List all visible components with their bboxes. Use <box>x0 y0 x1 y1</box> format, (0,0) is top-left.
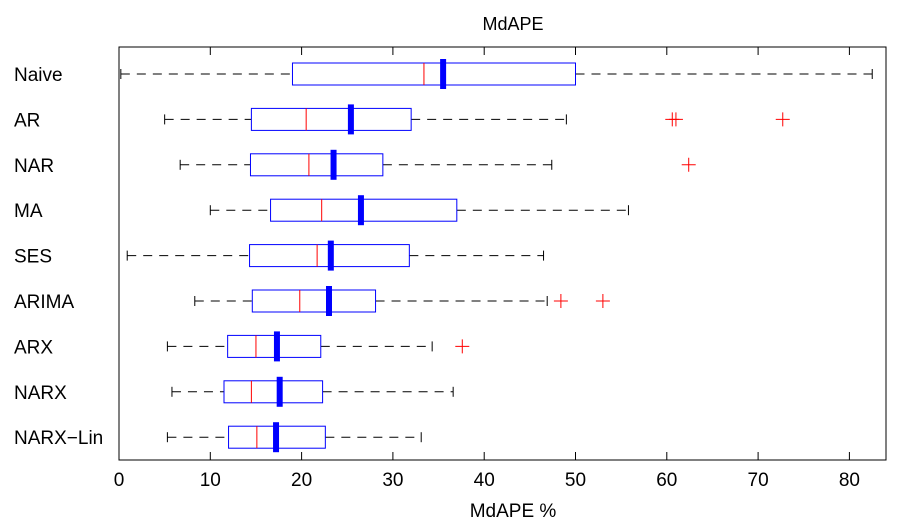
x-axis-label: MdAPE % <box>470 501 557 522</box>
category-label: Naive <box>14 65 63 86</box>
box-row <box>210 195 628 225</box>
iqr-box <box>252 290 375 312</box>
iqr-box <box>251 108 411 130</box>
outlier-point <box>669 112 683 126</box>
y-axis: Naive AR NAR MA SES ARIMA ARX NARX NARX−Lin <box>14 65 103 449</box>
box-row <box>165 104 790 134</box>
x-tick-label: 10 <box>200 470 221 491</box>
x-tick-label: 40 <box>474 470 495 491</box>
box-row <box>167 331 469 361</box>
box-row <box>167 422 421 452</box>
category-label: ARX <box>14 337 53 358</box>
category-label: SES <box>14 247 52 268</box>
x-tick-label: 20 <box>291 470 312 491</box>
box-row <box>180 150 696 180</box>
iqr-box <box>224 381 323 403</box>
category-label: AR <box>14 110 40 131</box>
category-label: MA <box>14 201 43 222</box>
outlier-point <box>682 158 696 172</box>
outlier-point <box>596 294 610 308</box>
category-label: NAR <box>14 156 54 177</box>
x-tick-label: 80 <box>839 470 860 491</box>
chart-title: MdAPE <box>482 14 543 34</box>
iqr-box <box>292 63 575 85</box>
x-tick-label: 0 <box>114 470 125 491</box>
box-row <box>172 377 453 407</box>
box-group <box>121 59 872 452</box>
box-row <box>127 241 543 271</box>
outlier-point <box>455 339 469 353</box>
category-label: NARX−Lin <box>14 428 103 449</box>
category-label: ARIMA <box>14 292 75 313</box>
outlier-point <box>776 112 790 126</box>
plot-frame <box>119 47 886 460</box>
category-label: NARX <box>14 383 67 404</box>
outlier-point <box>554 294 568 308</box>
x-tick-label: 60 <box>656 470 677 491</box>
x-tick-label: 30 <box>382 470 403 491</box>
x-tick-label: 50 <box>565 470 586 491</box>
iqr-box <box>250 154 382 176</box>
x-tick-label: 70 <box>748 470 769 491</box>
x-axis: 0 10 20 30 40 50 60 70 80 <box>114 47 860 491</box>
box-row <box>195 286 610 316</box>
box-row <box>121 59 872 89</box>
